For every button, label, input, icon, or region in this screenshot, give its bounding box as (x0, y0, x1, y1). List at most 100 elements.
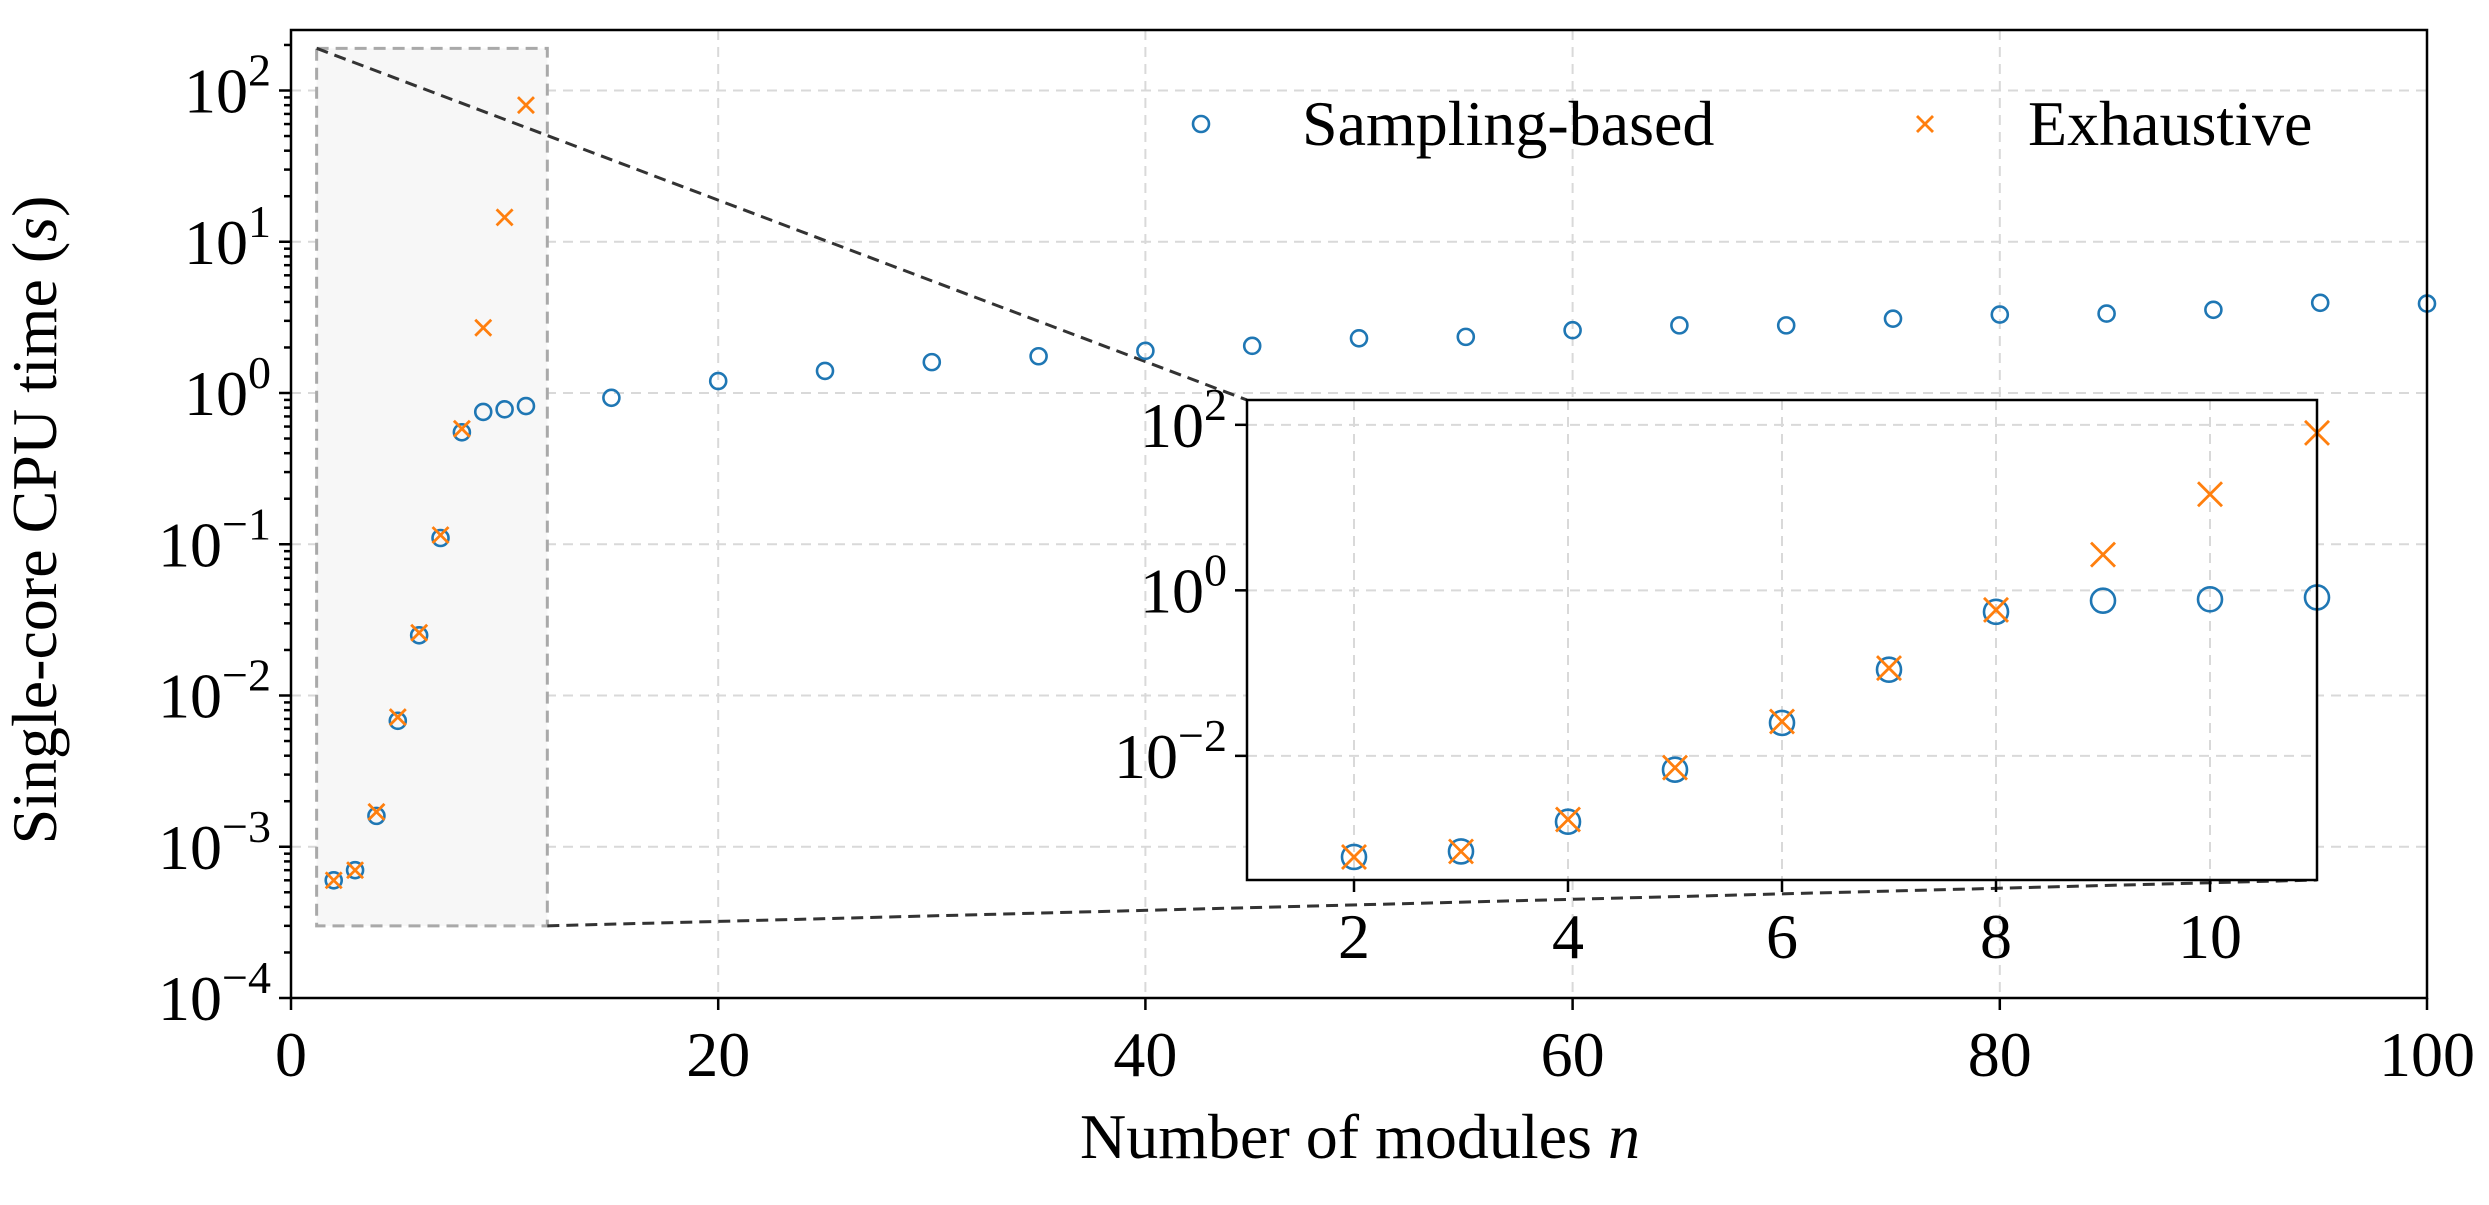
inset-exhaustive-point (1876, 655, 1902, 682)
exhaustive-point-stroke-b (431, 526, 450, 545)
legend-marker-exhaustive (1916, 115, 1934, 133)
y-axis-label: Single-core CPU time (s) (0, 196, 70, 845)
inset-exhaustive-point-stroke-b (1662, 754, 1688, 781)
inset-sampling-point (1768, 709, 1796, 737)
sampling-point (409, 626, 429, 645)
exhaustive-point (388, 708, 407, 727)
sampling-point (1670, 316, 1689, 335)
y-tick-label: 102 (184, 45, 271, 127)
inset-sampling-point (1340, 843, 1368, 871)
inset-exhaustive-point-stroke-b (1448, 838, 1474, 865)
sampling-point (602, 388, 621, 408)
exhaustive-point-stroke-b (474, 318, 493, 337)
exhaustive-point (431, 526, 450, 545)
exhaustive-point-stroke-b (388, 708, 407, 727)
inset-sampling-point (1982, 598, 2010, 626)
sampling-point (815, 361, 835, 381)
x-axis-label-text: Number of modules (1080, 1101, 1592, 1172)
inset-exhaustive-point-stroke-b (1769, 708, 1795, 735)
inset-sampling-point (2196, 585, 2224, 613)
inset-exhaustive-point (1341, 843, 1367, 870)
exhaustive-point-stroke-b (367, 802, 386, 821)
inset-exhaustive-point (2090, 541, 2116, 568)
exhaustive-point (452, 419, 471, 438)
inset-sampling-point (1661, 756, 1689, 784)
inset-x-tick-label: 8 (1980, 901, 2012, 972)
y-axis-label-close: ) (0, 196, 70, 217)
x-axis-label-var: n (1608, 1101, 1640, 1172)
exhaustive-point (474, 318, 493, 337)
sampling-point (922, 352, 942, 372)
inset-exhaustive-point-stroke-b (1983, 596, 2009, 623)
sampling-point (2310, 293, 2330, 313)
exhaustive-point-stroke-b (324, 871, 343, 890)
exhaustive-point (516, 96, 535, 115)
sampling-point (2097, 304, 2116, 323)
inset-exhaustive-point-stroke-b (1341, 843, 1367, 870)
inset-y-tick-label: 10−2 (1114, 710, 1227, 792)
inset-sampling-point (1447, 838, 1475, 865)
legend-label-exhaustive: Exhaustive (2028, 88, 2312, 159)
sampling-point (1563, 320, 1582, 340)
inset-exhaustive-point (1662, 754, 1688, 781)
sampling-point (1349, 328, 1369, 348)
x-tick-label: 0 (275, 1019, 307, 1090)
exhaustive-point (346, 861, 365, 880)
sampling-point (708, 371, 728, 391)
sampling-point (516, 396, 536, 416)
exhaustive-point (367, 802, 386, 821)
connector-line-top (316, 46, 1248, 402)
inset-exhaustive-point (1769, 708, 1795, 735)
exhaustive-point (324, 871, 343, 890)
y-tick-label: 10−3 (158, 801, 271, 883)
sampling-point (431, 528, 450, 548)
y-tick-label: 10−2 (158, 650, 271, 732)
sampling-point (2204, 300, 2223, 320)
inset-exhaustive-point (1983, 596, 2009, 623)
exhaustive-point-stroke-b (346, 861, 365, 880)
sampling-point (1883, 309, 1903, 328)
connector-line-bottom (547, 878, 2318, 928)
sampling-point (388, 711, 408, 731)
sampling-point (1242, 336, 1262, 356)
exhaustive-point-stroke-b (495, 208, 514, 227)
plot-frame (289, 28, 2429, 1000)
inset: 2 4 6 8 10 102 100 10−2 (1114, 379, 2331, 972)
inset-x-tick-label: 6 (1766, 901, 1798, 972)
sampling-point (1990, 305, 2010, 324)
sampling-point (1456, 327, 1476, 347)
legend: Sampling-based Exhaustive (1191, 88, 2312, 159)
exhaustive-point-stroke-b (410, 623, 429, 642)
inset-y-tick-label: 102 (1140, 379, 1227, 461)
x-tick-label: 20 (686, 1019, 750, 1090)
zoom-box (315, 46, 549, 928)
x-tick-label: 100 (2379, 1019, 2475, 1090)
x-tick-label: 80 (1968, 1019, 2032, 1090)
y-tick-label: 101 (184, 196, 271, 278)
sampling-point (367, 806, 386, 826)
legend-label-sampling: Sampling-based (1302, 88, 1714, 159)
sampling-point (1029, 346, 1048, 366)
sampling-point (345, 860, 365, 880)
sampling-point (1136, 341, 1155, 361)
x-axis-label: Number of modules n (1080, 1101, 1640, 1172)
sampling-point (473, 402, 493, 422)
exhaustive-point (495, 208, 514, 227)
inset-exhaustive-point-stroke-b (2090, 541, 2116, 568)
inset-exhaustive-point-stroke-b (1555, 806, 1581, 833)
exhaustive-point (410, 623, 429, 642)
x-tick-label: 40 (1113, 1019, 1177, 1090)
y-tick-label: 100 (184, 347, 271, 429)
zoom-region (315, 46, 2318, 928)
inset-exhaustive-point (1555, 806, 1581, 833)
legend-marker-exhaustive-stroke-b (1916, 115, 1934, 133)
inset-x-tick-label: 4 (1552, 901, 1584, 972)
legend-marker-sampling (1191, 114, 1211, 134)
x-tick-label: 60 (1541, 1019, 1605, 1090)
inset-x-tick-label: 2 (1338, 901, 1370, 972)
inset-x-tick-label: 10 (2178, 901, 2242, 972)
inset-y-tick-label: 100 (1140, 544, 1227, 626)
